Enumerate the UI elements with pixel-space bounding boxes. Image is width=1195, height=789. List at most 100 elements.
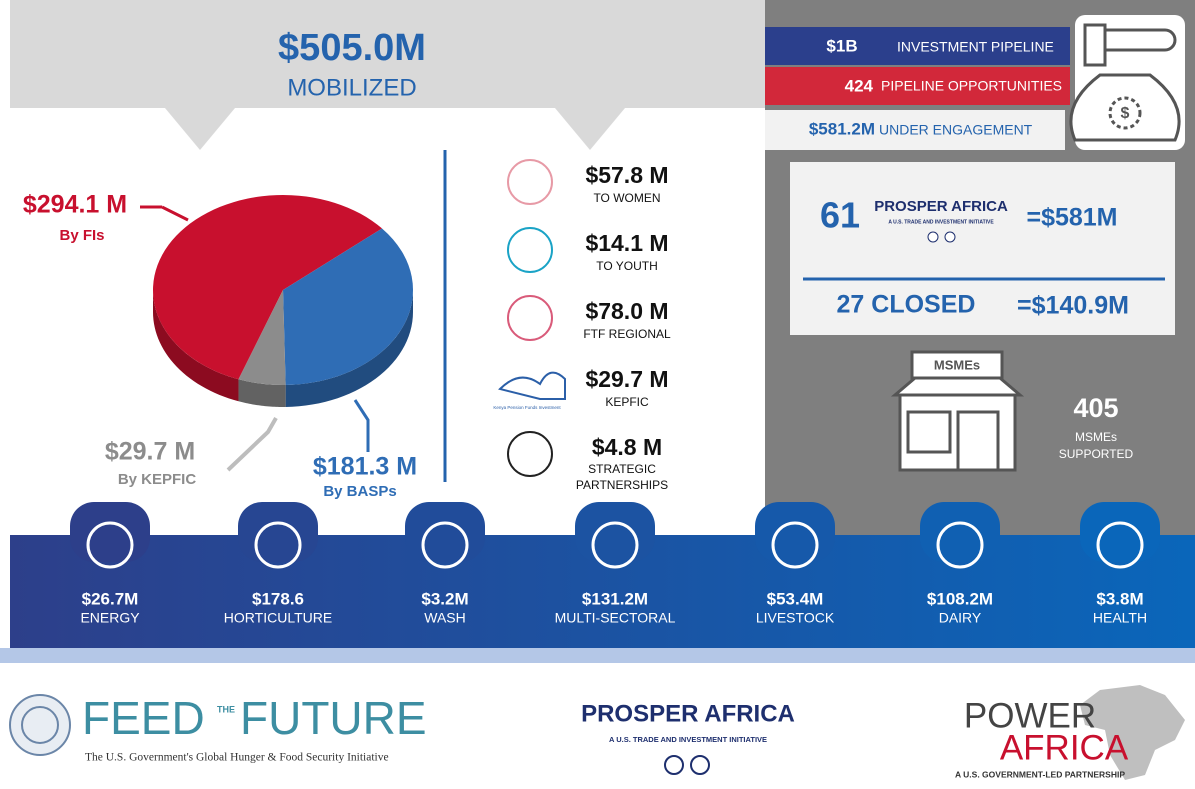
pipeline-label: PIPELINE OPPORTUNITIES bbox=[881, 78, 1062, 94]
sector-label: HEALTH bbox=[1093, 610, 1147, 626]
header-band bbox=[10, 0, 765, 108]
sector-list: $26.7M ENERGY $178.6 HORTICULTURE $3.2M WASH $… bbox=[70, 502, 1160, 626]
pipeline-bar bbox=[765, 67, 1070, 105]
label: KEPFIC bbox=[605, 395, 649, 409]
pie-side bbox=[238, 379, 286, 407]
pie-side bbox=[285, 290, 413, 407]
closed-total: =$140.9M bbox=[1017, 292, 1129, 320]
logo-mark bbox=[944, 231, 956, 243]
chevron bbox=[555, 108, 625, 150]
pie-slice bbox=[238, 290, 286, 385]
pie bbox=[153, 195, 413, 407]
sector-label: DAIRY bbox=[939, 610, 982, 626]
slice-value: $181.3 M bbox=[313, 453, 417, 481]
amount: $57.8 M bbox=[585, 162, 668, 188]
chevron bbox=[165, 108, 235, 150]
amount: $4.8 M bbox=[592, 434, 662, 460]
pipeline-amount: $1B bbox=[826, 36, 857, 55]
prosper-footer-logo: PROSPER AFRICA bbox=[581, 700, 795, 727]
africa-map bbox=[1080, 685, 1185, 780]
total-label: MOBILIZED bbox=[287, 74, 416, 101]
prosper-count: 61 bbox=[820, 195, 860, 236]
pipeline-amount: 424 bbox=[845, 76, 874, 95]
label: STRATEGIC PARTNERSHIPS bbox=[576, 462, 668, 492]
sector-tab bbox=[405, 502, 485, 562]
sector-label: WASH bbox=[424, 610, 465, 626]
sector-icon bbox=[421, 521, 469, 569]
store-sign: MSMEs bbox=[934, 357, 980, 372]
sector-amount: $131.2M bbox=[582, 589, 648, 608]
closed-count: 27 CLOSED bbox=[837, 291, 976, 319]
sector-amount: $26.7M bbox=[82, 589, 139, 608]
feed-logo: THE bbox=[217, 704, 235, 714]
logo-icon bbox=[498, 371, 566, 400]
slice-label: By FIs bbox=[59, 227, 104, 244]
sector-tab bbox=[920, 502, 1000, 562]
sector-label: MULTI-SECTORAL bbox=[555, 610, 676, 626]
logo-text: Kenya Pension Funds Investment bbox=[493, 405, 561, 410]
sector-icon bbox=[254, 521, 302, 569]
leader bbox=[353, 399, 370, 452]
sector-amount: $53.4M bbox=[767, 589, 824, 608]
sector-amount: $108.2M bbox=[927, 589, 993, 608]
amount: $78.0 M bbox=[585, 298, 668, 324]
pipeline-label: INVESTMENT PIPELINE bbox=[897, 39, 1054, 55]
prosper-footer-sub: A U.S. TRADE AND INVESTMENT INITIATIVE bbox=[609, 735, 767, 744]
slice-value: $29.7 M bbox=[105, 438, 195, 466]
prosper-logo: PROSPER AFRICA bbox=[874, 198, 1008, 215]
amount: $29.7 M bbox=[585, 366, 668, 392]
power-logo: POWER bbox=[964, 696, 1096, 735]
label: FTF REGIONAL bbox=[583, 327, 671, 341]
prosper-logo-sub: A U.S. TRADE AND INVESTMENT INITIATIVE bbox=[888, 219, 994, 225]
pipeline-label: UNDER ENGAGEMENT bbox=[879, 122, 1033, 138]
icon bbox=[507, 159, 553, 205]
leader bbox=[161, 205, 189, 222]
msme-count: 405 bbox=[1073, 393, 1118, 423]
pipeline-amount: $581.2M bbox=[809, 119, 875, 138]
amount: $14.1 M bbox=[585, 230, 668, 256]
prosper-box bbox=[790, 162, 1175, 335]
sector-amount: $3.8M bbox=[1096, 589, 1143, 608]
sector-amount: $3.2M bbox=[421, 589, 468, 608]
total-amount: $505.0M bbox=[278, 27, 426, 69]
sector-icon bbox=[591, 521, 639, 569]
sector-label: HORTICULTURE bbox=[224, 610, 332, 626]
slice-value: $294.1 M bbox=[23, 191, 127, 219]
pipeline-bar bbox=[765, 110, 1065, 150]
slice-label: By BASPs bbox=[323, 483, 396, 500]
sector-label: ENERGY bbox=[80, 610, 140, 626]
sector-amount: $178.6 bbox=[252, 589, 304, 608]
sector-tab bbox=[755, 502, 835, 562]
sector-tab bbox=[1080, 502, 1160, 562]
store-icon bbox=[890, 350, 1025, 472]
power-sub: A U.S. GOVERNMENT-LED PARTNERSHIP bbox=[955, 769, 1125, 779]
prosper-total: =$581M bbox=[1026, 204, 1117, 232]
logo-mark bbox=[664, 755, 684, 775]
svg-text:$: $ bbox=[1121, 105, 1130, 122]
icon bbox=[507, 227, 553, 273]
money-bag-icon: $ bbox=[1069, 15, 1185, 150]
sector-icon bbox=[936, 521, 984, 569]
slice-label: By KEPFIC bbox=[118, 471, 197, 488]
sector-label: LIVESTOCK bbox=[756, 610, 835, 626]
logo-mark bbox=[927, 231, 939, 243]
leader bbox=[226, 417, 278, 472]
pie-slice bbox=[153, 195, 383, 380]
icon bbox=[507, 431, 553, 477]
label: TO YOUTH bbox=[596, 259, 658, 273]
pipeline-bar bbox=[765, 27, 1070, 65]
sector-tab bbox=[238, 502, 318, 562]
pie-side bbox=[153, 290, 239, 402]
label: TO WOMEN bbox=[593, 191, 660, 205]
strip bbox=[0, 648, 1195, 663]
breakdown-list: $57.8 M TO WOMEN $14.1 M TO YOUTH $78.0 M FTF… bbox=[493, 159, 671, 492]
sector-icon bbox=[86, 521, 134, 569]
sector-tab bbox=[70, 502, 150, 562]
pie-slice bbox=[283, 228, 413, 385]
msme-label: MSMEs bbox=[1075, 430, 1117, 444]
feed-logo: FUTURE bbox=[240, 692, 427, 744]
msme-label: SUPPORTED bbox=[1059, 447, 1134, 461]
seal bbox=[9, 694, 71, 756]
logo-mark bbox=[690, 755, 710, 775]
